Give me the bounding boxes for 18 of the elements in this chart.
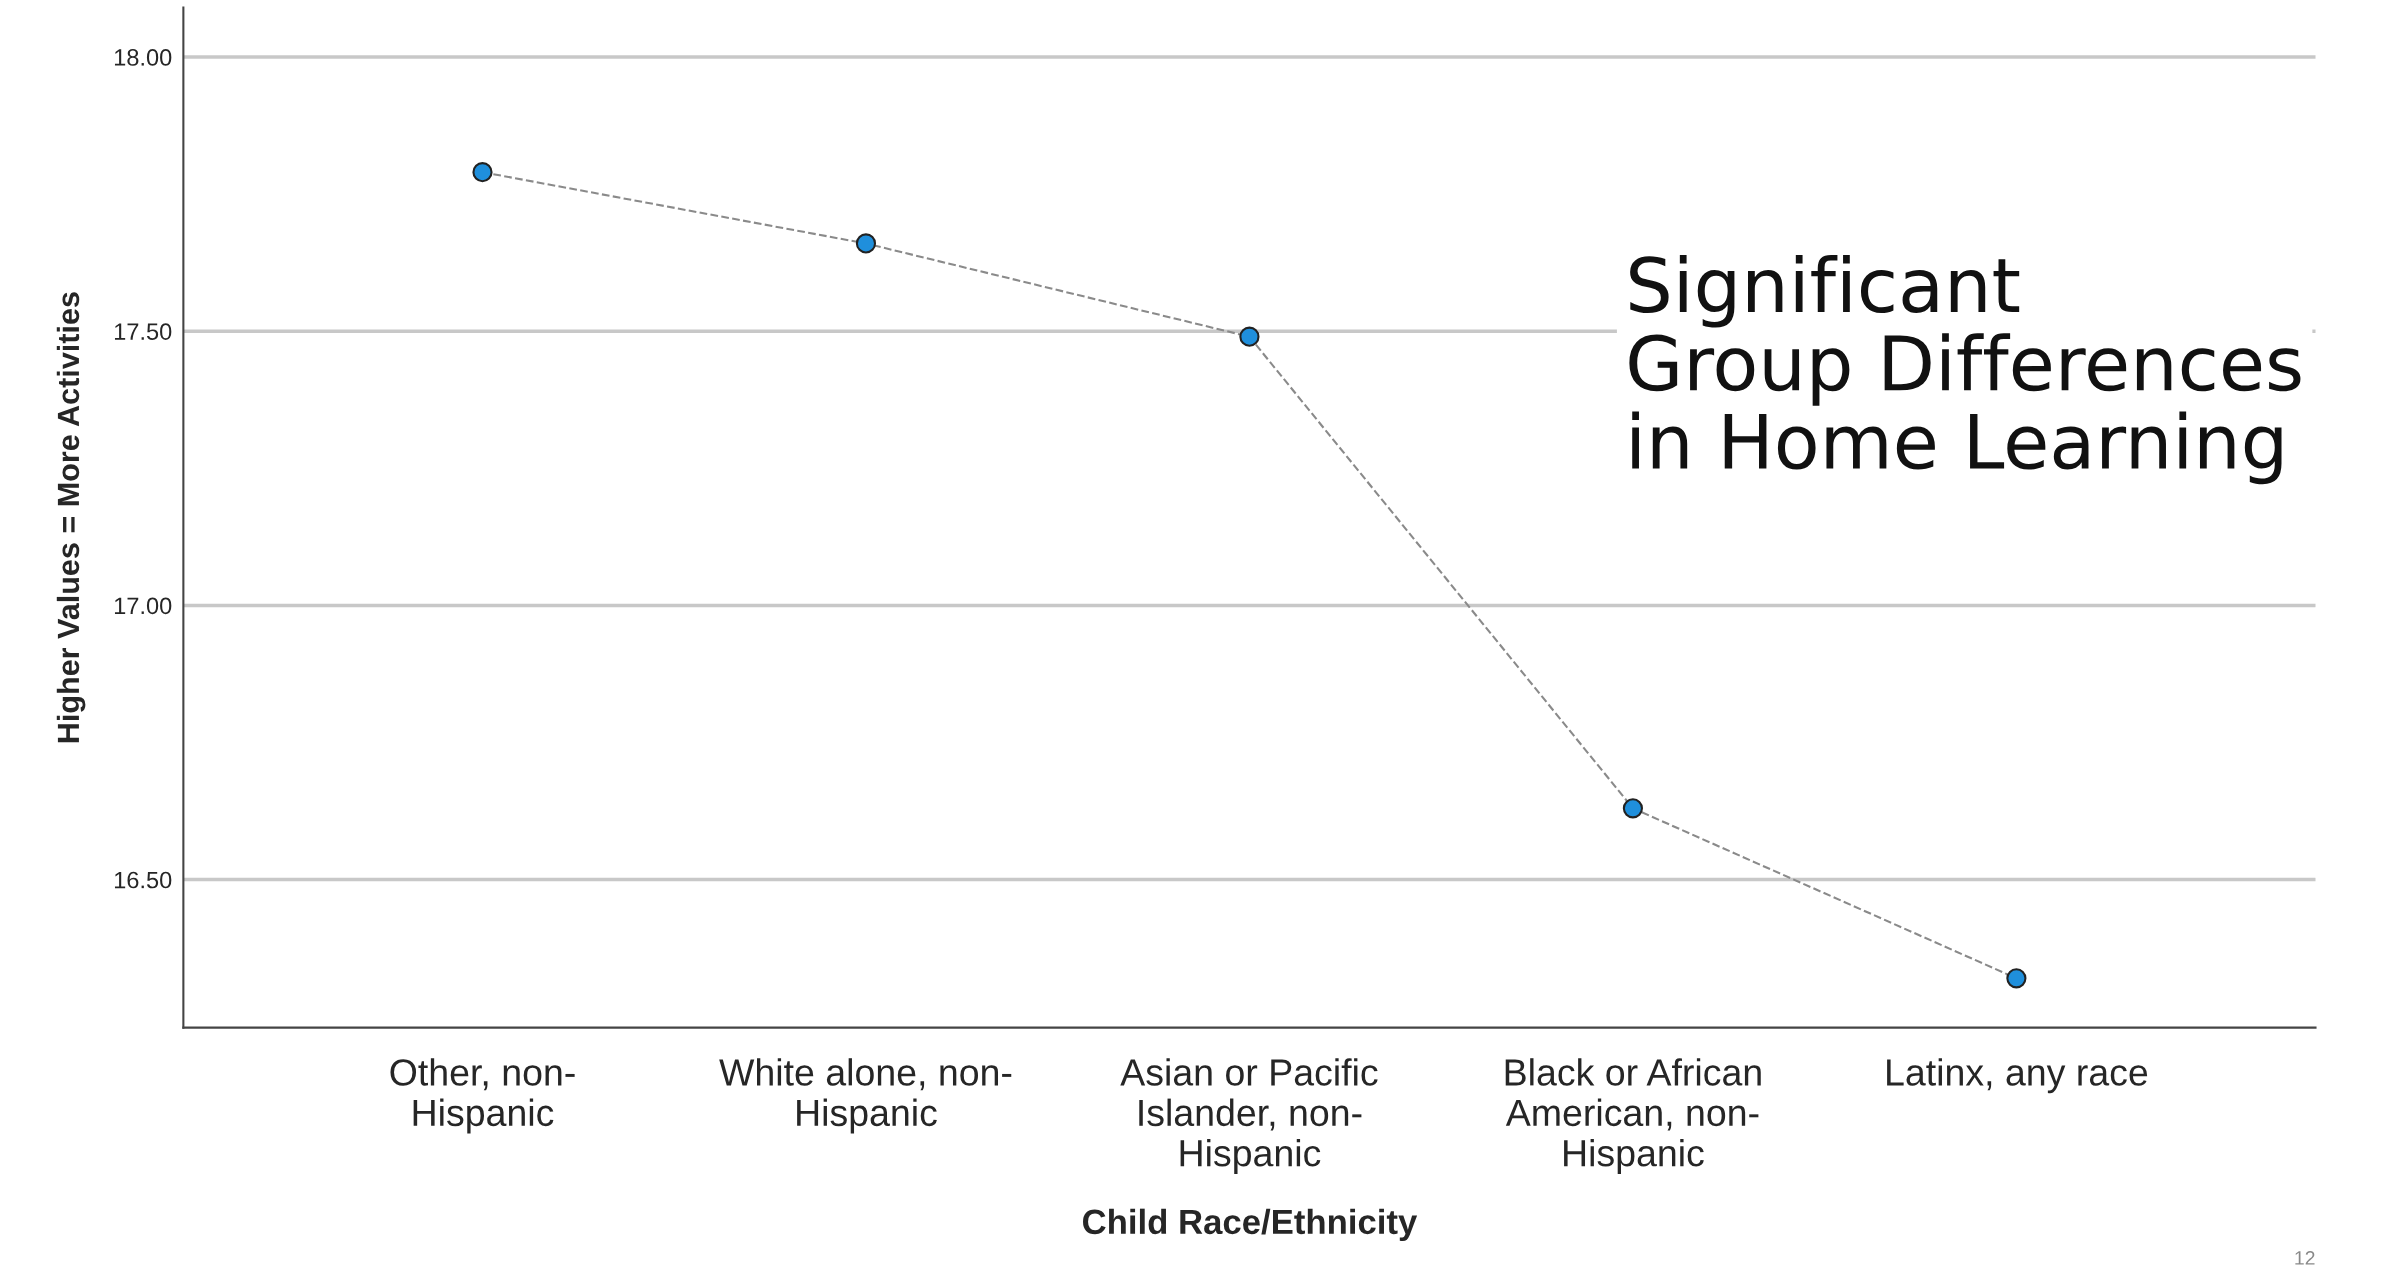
- point: [855, 233, 877, 254]
- y-tick-label: 18.00: [114, 49, 172, 66]
- y-tick-label: 17.50: [114, 323, 172, 340]
- point: [1622, 798, 1644, 819]
- point: [472, 162, 493, 183]
- x-tick-label: Black or African American, non- Hispanic: [1505, 1058, 1761, 1174]
- x-tick-label: White alone, non- Hispanic: [719, 1058, 1012, 1134]
- x-axis-title: Child Race/Ethnicity: [1083, 1208, 1418, 1242]
- text: 12: [2295, 1251, 2315, 1265]
- y-tick-label: 16.50: [114, 871, 172, 889]
- x-tick-label: Asian or Pacific Islander, non- Hispanic: [1120, 1058, 1378, 1174]
- annotation: Significant Group Differences in Home Learning: [1629, 255, 2301, 485]
- point: [1239, 326, 1260, 347]
- x-tick-label: Other, non- Hispanic: [390, 1058, 575, 1134]
- x-tick-label: Latinx, any race: [1887, 1058, 2148, 1094]
- y-axis-title: Higher Values = More Activities: [56, 292, 86, 743]
- point: [2006, 968, 2027, 989]
- y-tick-label: 17.00: [114, 597, 172, 615]
